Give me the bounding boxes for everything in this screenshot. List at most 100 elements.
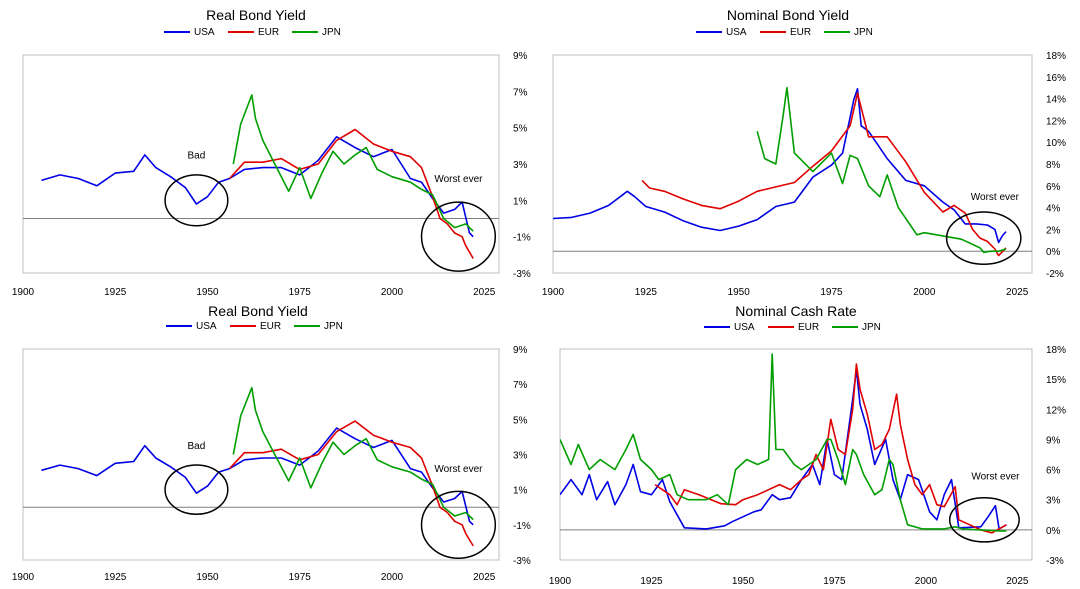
y-tick-label: 16% bbox=[1046, 73, 1066, 84]
legend-label-jpn: JPN bbox=[862, 322, 881, 333]
y-tick-label: 15% bbox=[1046, 375, 1066, 386]
y-tick-label: 3% bbox=[1046, 496, 1061, 507]
series-line-usa bbox=[560, 368, 1007, 530]
annotation-circle bbox=[420, 490, 497, 559]
plot-frame bbox=[22, 54, 500, 274]
annotation-label: Worst ever bbox=[434, 174, 483, 185]
x-tick-label: 1900 bbox=[549, 576, 572, 587]
x-tick-label: 2025 bbox=[473, 287, 496, 298]
x-tick-label: 2000 bbox=[381, 287, 404, 298]
legend-label-usa: USA bbox=[196, 321, 217, 332]
x-tick-label: 2025 bbox=[1006, 287, 1029, 298]
x-tick-label: 1900 bbox=[12, 572, 35, 583]
legend-label-eur: EUR bbox=[258, 27, 279, 38]
y-tick-label: 6% bbox=[1046, 182, 1061, 193]
y-tick-label: 9% bbox=[513, 51, 528, 62]
plot-frame bbox=[552, 54, 1033, 274]
chart-panel-3: Real Bond Yield USA EUR JPN 9% 7% 5% 3% 1% -1% -3%… bbox=[12, 303, 531, 583]
series-line-eur bbox=[229, 128, 474, 259]
series-line-jpn bbox=[756, 86, 1007, 254]
y-tick-label: 0% bbox=[1046, 526, 1061, 537]
series-group bbox=[41, 386, 474, 547]
series-line-eur bbox=[654, 363, 1007, 534]
chart-panel-1: Real Bond Yield USA EUR JPN 9% 7% 5% 3% 1% -1% -3%… bbox=[12, 7, 531, 298]
annotation-label: Bad bbox=[188, 441, 206, 452]
legend-label-jpn: JPN bbox=[854, 27, 873, 38]
legend-label-eur: EUR bbox=[790, 27, 811, 38]
x-tick-label: 1950 bbox=[728, 287, 751, 298]
annotation-circle bbox=[164, 174, 229, 227]
chart-panel-4: Nominal Cash Rate USA EUR JPN 18% 15% 12% 9% 6% 3… bbox=[549, 303, 1066, 587]
annotation-circle bbox=[948, 496, 1020, 543]
annotation-label: Worst ever bbox=[434, 464, 483, 475]
x-tick-label: 1900 bbox=[12, 287, 35, 298]
y-tick-label: 4% bbox=[1046, 204, 1061, 215]
y-tick-label: 9% bbox=[513, 345, 528, 356]
series-line-jpn bbox=[560, 353, 1007, 532]
series-group bbox=[41, 94, 474, 259]
x-tick-label: 2000 bbox=[915, 576, 938, 587]
x-tick-label: 1975 bbox=[289, 287, 312, 298]
y-tick-label: 14% bbox=[1046, 95, 1066, 106]
y-tick-label: 9% bbox=[1046, 435, 1061, 446]
y-tick-label: 7% bbox=[513, 380, 528, 391]
y-tick-label: 18% bbox=[1046, 345, 1066, 356]
annotation-circle bbox=[164, 464, 229, 516]
x-tick-label: 1975 bbox=[289, 572, 312, 583]
y-tick-label: 12% bbox=[1046, 405, 1066, 416]
y-tick-label: -1% bbox=[513, 233, 531, 244]
y-tick-label: 1% bbox=[513, 196, 528, 207]
x-tick-label: 2000 bbox=[913, 287, 936, 298]
y-tick-label: 5% bbox=[513, 124, 528, 135]
series-line-usa bbox=[41, 427, 474, 526]
x-tick-label: 2025 bbox=[473, 572, 496, 583]
annotation-label: Worst ever bbox=[971, 192, 1020, 203]
annotation-label: Bad bbox=[188, 151, 206, 162]
series-line-jpn bbox=[232, 386, 474, 521]
chart-title: Nominal Bond Yield bbox=[727, 7, 849, 23]
series-group bbox=[553, 86, 1007, 257]
x-tick-label: 1925 bbox=[104, 287, 127, 298]
x-tick-label: 1925 bbox=[635, 287, 658, 298]
y-tick-label: 0% bbox=[1046, 247, 1061, 258]
y-tick-label: 3% bbox=[513, 451, 528, 462]
series-line-eur bbox=[641, 92, 1007, 257]
legend-label-usa: USA bbox=[734, 322, 755, 333]
series-line-eur bbox=[229, 420, 474, 547]
x-tick-label: 1925 bbox=[104, 572, 127, 583]
y-tick-label: 12% bbox=[1046, 116, 1066, 127]
y-tick-label: 3% bbox=[513, 160, 528, 171]
series-line-usa bbox=[553, 88, 1007, 244]
x-tick-label: 1950 bbox=[732, 576, 755, 587]
y-tick-label: -1% bbox=[513, 521, 531, 532]
series-line-usa bbox=[41, 136, 474, 238]
series-group bbox=[560, 353, 1007, 534]
annotation-label: Worst ever bbox=[971, 472, 1020, 483]
y-tick-label: -3% bbox=[513, 269, 531, 280]
x-tick-label: 1950 bbox=[196, 572, 219, 583]
y-tick-label: 18% bbox=[1046, 51, 1066, 62]
legend-label-usa: USA bbox=[194, 27, 215, 38]
plot-frame bbox=[22, 348, 500, 561]
legend-label-eur: EUR bbox=[798, 322, 819, 333]
x-tick-label: 2025 bbox=[1006, 576, 1029, 587]
plot-frame bbox=[559, 348, 1033, 561]
y-tick-label: 7% bbox=[513, 87, 528, 98]
legend-label-usa: USA bbox=[726, 27, 747, 38]
y-tick-label: 6% bbox=[1046, 466, 1061, 477]
legend-label-eur: EUR bbox=[260, 321, 281, 332]
y-tick-label: -3% bbox=[513, 556, 531, 567]
chart-title: Nominal Cash Rate bbox=[735, 303, 857, 319]
y-tick-label: 5% bbox=[513, 415, 528, 426]
annotation-circle bbox=[420, 201, 497, 272]
x-tick-label: 1975 bbox=[820, 287, 843, 298]
y-tick-label: 8% bbox=[1046, 160, 1061, 171]
y-tick-label: -3% bbox=[1046, 556, 1064, 567]
y-tick-label: 10% bbox=[1046, 138, 1066, 149]
legend-label-jpn: JPN bbox=[324, 321, 343, 332]
y-tick-label: 2% bbox=[1046, 225, 1061, 236]
x-tick-label: 2000 bbox=[381, 572, 404, 583]
chart-title: Real Bond Yield bbox=[206, 7, 306, 23]
y-tick-label: -2% bbox=[1046, 269, 1064, 280]
